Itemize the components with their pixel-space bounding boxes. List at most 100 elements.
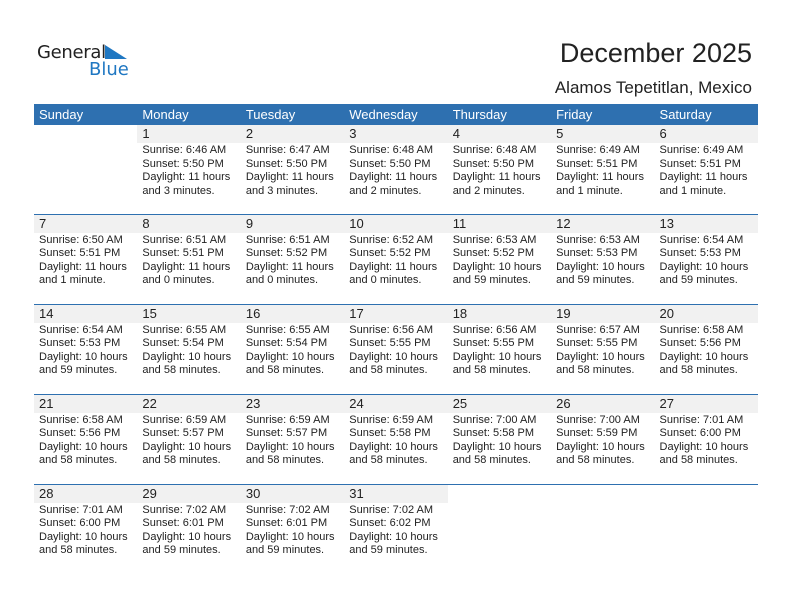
day-number: 24: [344, 394, 448, 413]
day-info: Sunrise: 6:48 AM Sunset: 5:50 PM Dayligh…: [448, 144, 551, 198]
day-info: Sunrise: 6:57 AM Sunset: 5:55 PM Dayligh…: [551, 324, 654, 378]
sunset: Sunset: 5:53 PM: [556, 247, 638, 259]
sunset: Sunset: 6:01 PM: [142, 517, 224, 529]
sunset: Sunset: 5:53 PM: [39, 337, 121, 349]
daylight-minutes: and 2 minutes.: [349, 184, 422, 197]
day-number: 8: [137, 214, 241, 233]
daylight-minutes: and 58 minutes.: [245, 454, 325, 466]
daylight-minutes: and 1 minute.: [39, 274, 106, 286]
daylight: Daylight: 10 hours: [556, 440, 645, 453]
daylight-minutes: and 58 minutes.: [659, 364, 738, 376]
daylight-minutes: and 59 minutes.: [556, 274, 635, 286]
week-row: 14 Sunrise: 6:54 AM Sunset: 5:53 PM Dayl…: [34, 303, 758, 395]
daylight: Daylight: 10 hours: [39, 530, 128, 543]
day-number: 29: [137, 484, 241, 503]
daylight: Daylight: 10 hours: [556, 260, 645, 273]
daylight-minutes: and 58 minutes.: [245, 364, 325, 376]
day-number: 22: [137, 394, 241, 413]
day-info: Sunrise: 6:48 AM Sunset: 5:50 PM Dayligh…: [344, 144, 447, 198]
day-cell: 21 Sunrise: 6:58 AM Sunset: 5:56 PM Dayl…: [34, 394, 138, 485]
sunset: Sunset: 5:51 PM: [39, 247, 121, 259]
empty-cell: [448, 485, 551, 575]
day-cell: 28 Sunrise: 7:01 AM Sunset: 6:00 PM Dayl…: [34, 484, 138, 575]
sunset: Sunset: 5:51 PM: [142, 247, 224, 259]
sunrise: Sunrise: 6:48 AM: [452, 144, 537, 156]
sunset: Sunset: 5:54 PM: [245, 337, 328, 349]
daylight-minutes: and 1 minute.: [556, 184, 623, 197]
daylight: Daylight: 10 hours: [142, 440, 232, 453]
daylight-minutes: and 58 minutes.: [39, 544, 118, 556]
day-info: Sunrise: 6:46 AM Sunset: 5:50 PM Dayligh…: [137, 144, 240, 198]
day-info: Sunrise: 7:02 AM Sunset: 6:01 PM Dayligh…: [241, 504, 344, 558]
day-number: 19: [551, 304, 655, 323]
daylight: Daylight: 10 hours: [142, 530, 232, 543]
day-cell: 6 Sunrise: 6:49 AM Sunset: 5:51 PM Dayli…: [654, 125, 758, 215]
daylight: Daylight: 10 hours: [659, 260, 749, 273]
sunrise: Sunrise: 6:58 AM: [39, 413, 123, 426]
daylight-minutes: and 0 minutes.: [349, 274, 422, 286]
daylight: Daylight: 10 hours: [349, 530, 438, 543]
day-info: Sunrise: 7:01 AM Sunset: 6:00 PM Dayligh…: [655, 414, 758, 468]
weekday-monday: Monday: [142, 107, 189, 122]
logo-general: General: [37, 42, 106, 63]
daylight: Daylight: 10 hours: [39, 440, 128, 453]
day-number: 3: [344, 125, 448, 143]
sunset: Sunset: 5:52 PM: [349, 247, 431, 259]
daylight: Daylight: 11 hours: [245, 260, 334, 273]
daylight-minutes: and 58 minutes.: [556, 364, 635, 376]
daylight-minutes: and 59 minutes.: [349, 544, 428, 556]
day-info: Sunrise: 6:58 AM Sunset: 5:56 PM Dayligh…: [655, 324, 758, 378]
daylight: Daylight: 10 hours: [39, 350, 128, 363]
day-info: Sunrise: 6:51 AM Sunset: 5:51 PM Dayligh…: [137, 234, 240, 288]
day-info: Sunrise: 6:51 AM Sunset: 5:52 PM Dayligh…: [241, 234, 344, 288]
day-cell: 30 Sunrise: 7:02 AM Sunset: 6:01 PM Dayl…: [240, 484, 345, 575]
sunset: Sunset: 5:58 PM: [452, 427, 535, 439]
day-number: 26: [551, 394, 655, 413]
day-number: 9: [240, 214, 345, 233]
sunset: Sunset: 6:02 PM: [349, 517, 431, 529]
sunrise: Sunrise: 7:01 AM: [39, 503, 123, 516]
sunrise: Sunrise: 6:53 AM: [556, 233, 640, 246]
sunrise: Sunrise: 6:55 AM: [245, 323, 330, 336]
daylight: Daylight: 10 hours: [659, 440, 749, 453]
sunrise: Sunrise: 7:01 AM: [659, 413, 744, 426]
daylight-minutes: and 58 minutes.: [142, 454, 221, 466]
daylight-minutes: and 59 minutes.: [245, 544, 325, 556]
day-cell: 31 Sunrise: 7:02 AM Sunset: 6:02 PM Dayl…: [344, 484, 448, 575]
day-number: 13: [654, 214, 758, 233]
page-title: December 2025: [559, 38, 752, 68]
sunrise: Sunrise: 6:58 AM: [659, 323, 744, 336]
day-cell: 25 Sunrise: 7:00 AM Sunset: 5:58 PM Dayl…: [447, 394, 552, 485]
day-info: Sunrise: 6:59 AM Sunset: 5:58 PM Dayligh…: [344, 414, 447, 468]
daylight-minutes: and 58 minutes.: [556, 454, 635, 466]
day-cell: 15 Sunrise: 6:55 AM Sunset: 5:54 PM Dayl…: [137, 304, 241, 395]
sunset: Sunset: 5:51 PM: [659, 157, 741, 170]
day-cell: 19 Sunrise: 6:57 AM Sunset: 5:55 PM Dayl…: [551, 304, 655, 395]
day-info: Sunrise: 7:00 AM Sunset: 5:59 PM Dayligh…: [551, 414, 654, 468]
sunrise: Sunrise: 6:54 AM: [39, 323, 123, 336]
daylight: Daylight: 10 hours: [659, 350, 749, 363]
day-cell: 20 Sunrise: 6:58 AM Sunset: 5:56 PM Dayl…: [654, 304, 758, 395]
day-number: 20: [654, 304, 758, 323]
week-row: 1 Sunrise: 6:46 AM Sunset: 5:50 PM Dayli…: [34, 125, 758, 215]
day-number: 4: [447, 125, 552, 143]
sunrise: Sunrise: 6:48 AM: [349, 144, 434, 156]
day-cell: 12 Sunrise: 6:53 AM Sunset: 5:53 PM Dayl…: [551, 214, 655, 305]
day-info: Sunrise: 6:52 AM Sunset: 5:52 PM Dayligh…: [344, 234, 447, 288]
day-cell: 1 Sunrise: 6:46 AM Sunset: 5:50 PM Dayli…: [137, 125, 241, 215]
day-cell: 17 Sunrise: 6:56 AM Sunset: 5:55 PM Dayl…: [344, 304, 448, 395]
sunrise: Sunrise: 7:00 AM: [452, 413, 537, 426]
day-cell: 18 Sunrise: 6:56 AM Sunset: 5:55 PM Dayl…: [447, 304, 552, 395]
logo-triangle-icon: [105, 45, 127, 59]
day-cell: 2 Sunrise: 6:47 AM Sunset: 5:50 PM Dayli…: [240, 125, 345, 215]
day-cell: 22 Sunrise: 6:59 AM Sunset: 5:57 PM Dayl…: [137, 394, 241, 485]
sunset: Sunset: 5:55 PM: [556, 337, 638, 349]
daylight-minutes: and 58 minutes.: [349, 454, 428, 466]
day-cell: 7 Sunrise: 6:50 AM Sunset: 5:51 PM Dayli…: [34, 214, 138, 305]
day-number: 31: [344, 484, 448, 503]
day-number: 10: [344, 214, 448, 233]
sunrise: Sunrise: 6:53 AM: [452, 233, 537, 246]
daylight-minutes: and 0 minutes.: [245, 274, 318, 286]
sunrise: Sunrise: 6:56 AM: [349, 323, 434, 336]
